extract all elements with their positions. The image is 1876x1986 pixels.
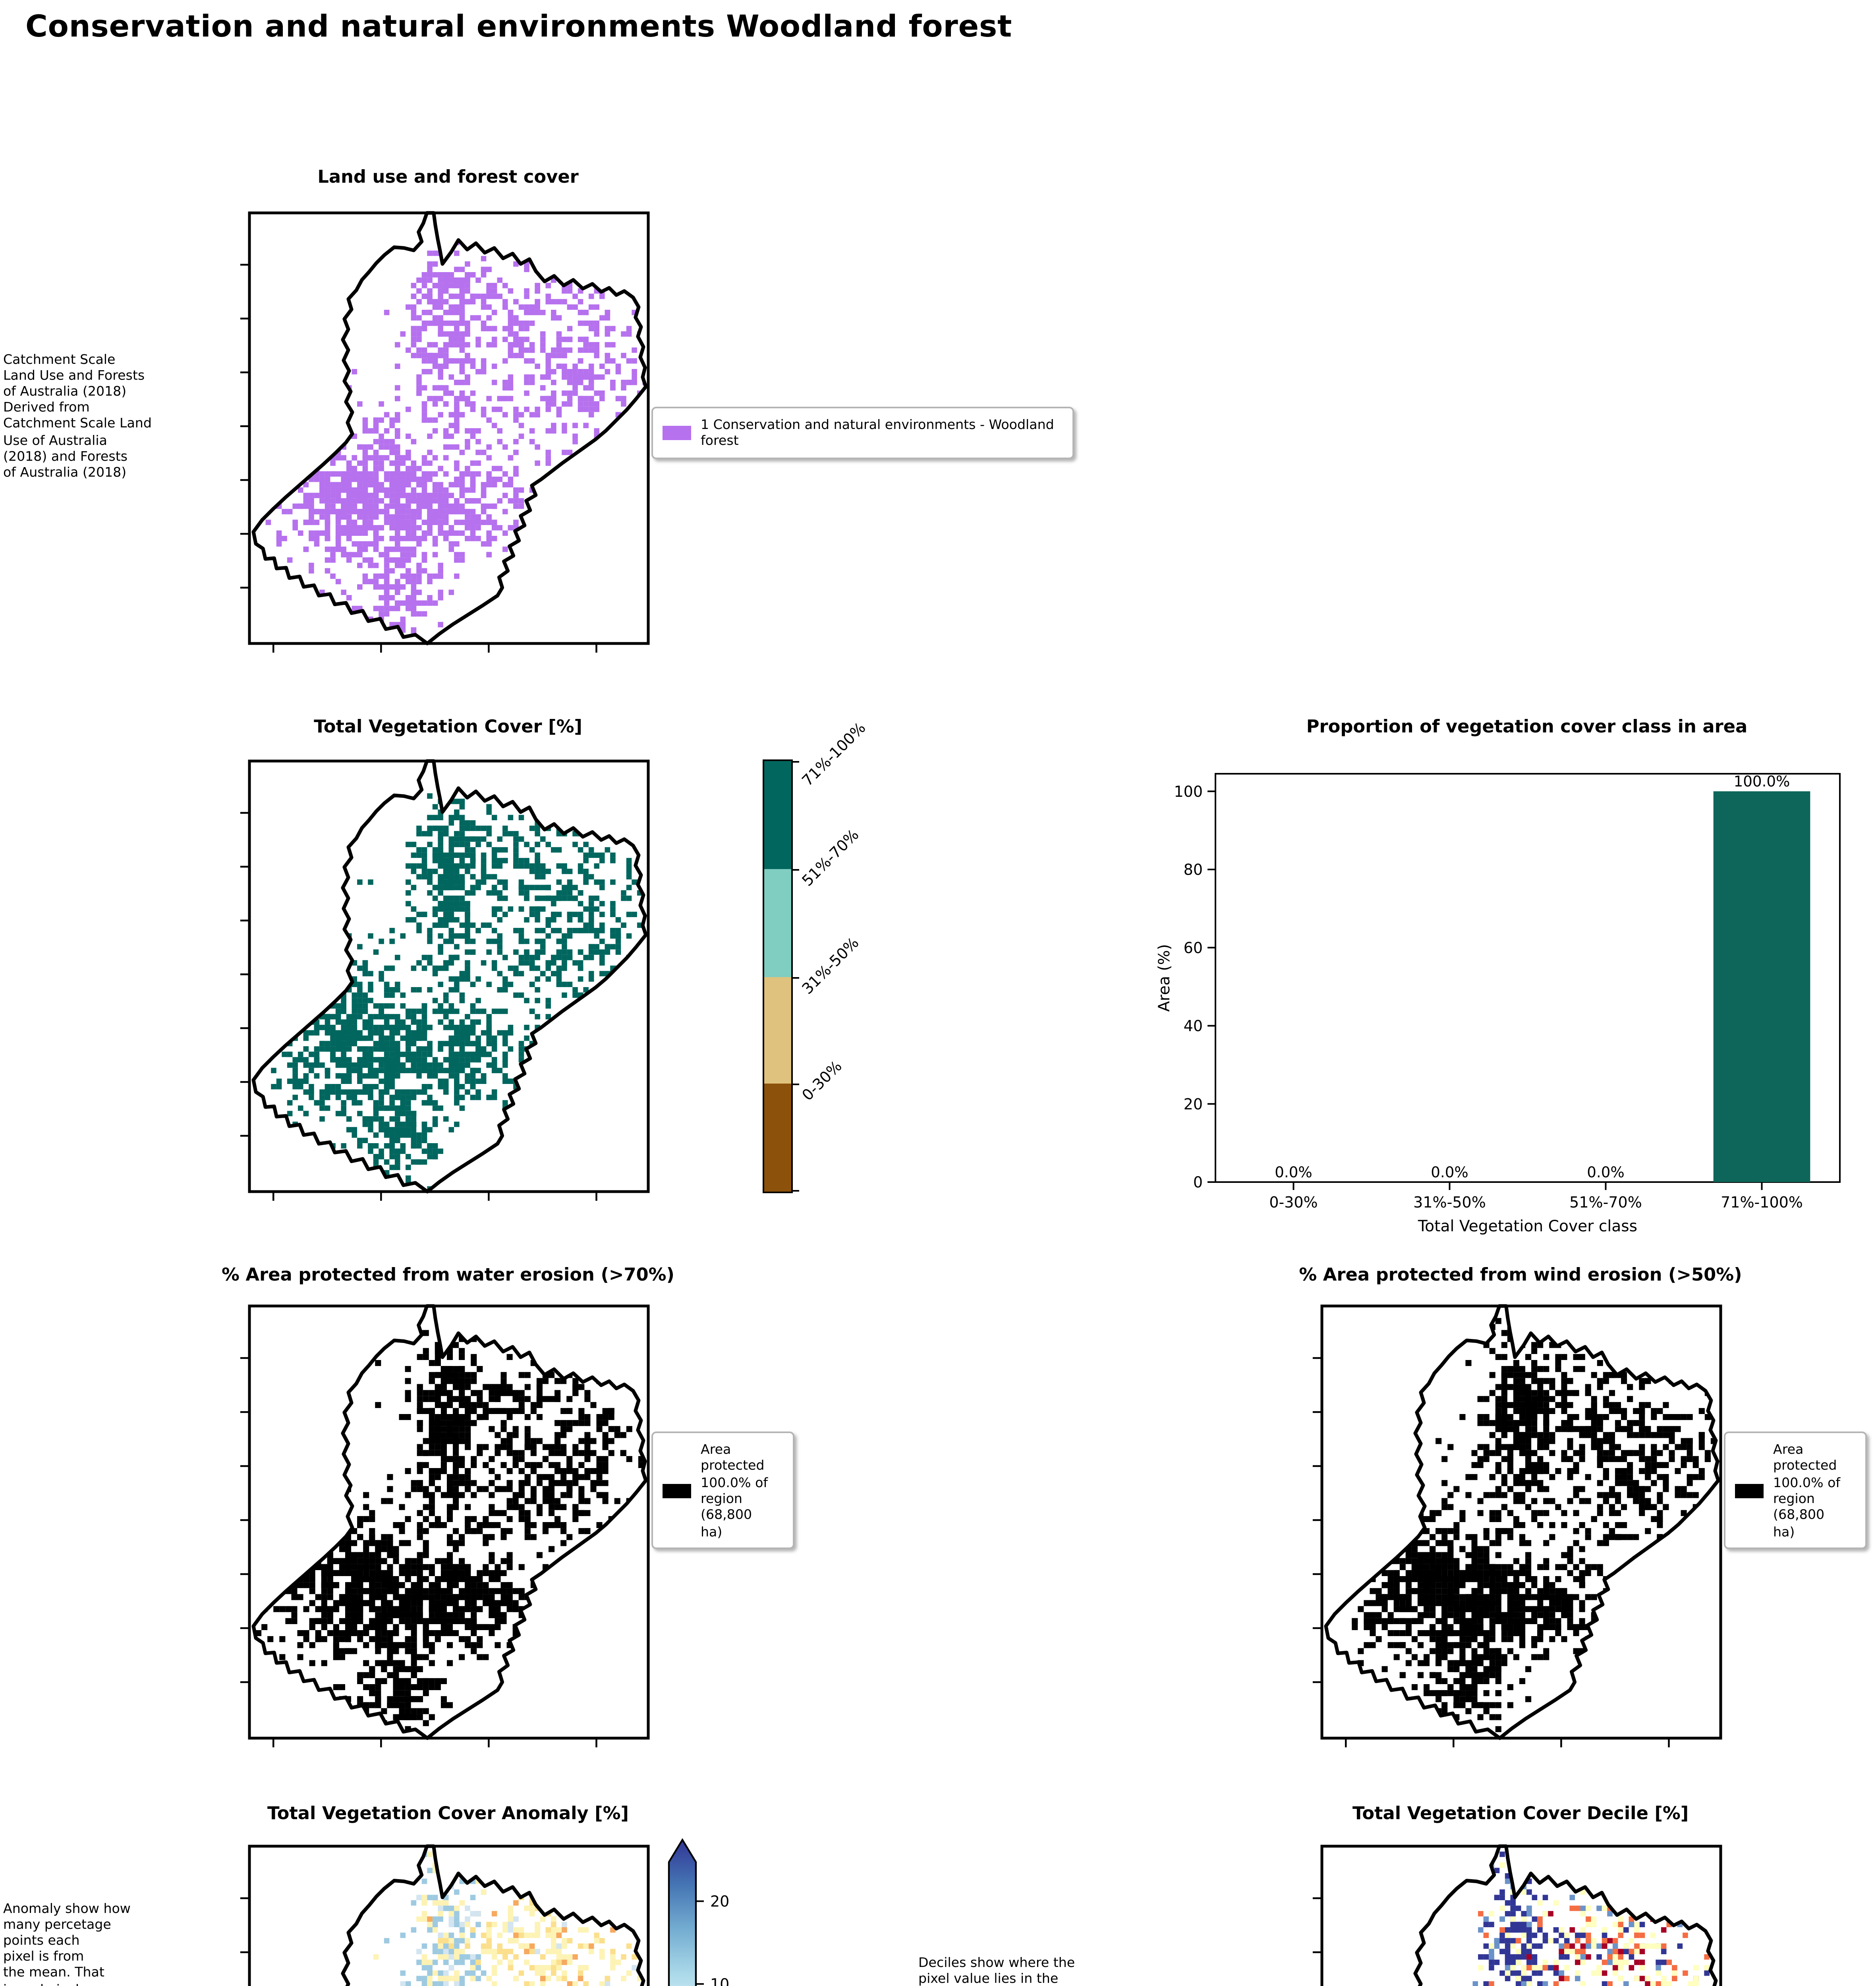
bar-chart-ytick: 0 <box>1193 1174 1203 1191</box>
landuse-map <box>240 211 650 653</box>
colorbar-tick <box>791 869 799 871</box>
bar-value-label: 0.0% <box>1587 1163 1624 1181</box>
bar-chart-xlabel: Total Vegetation Cover class <box>1418 1217 1637 1235</box>
wind-erosion-legend-label: Area protected 100.0% of region (68,800 … <box>1773 1441 1841 1540</box>
landuse-title: Land use and forest cover <box>317 167 579 187</box>
bar-value-label: 0.0% <box>1431 1163 1468 1181</box>
colorbar-segment <box>764 1084 791 1192</box>
colorbar-tick <box>791 1190 799 1192</box>
bar-chart-ylabel: Area (%) <box>1155 944 1173 1012</box>
wind-erosion-legend: Area protected 100.0% of region (68,800 … <box>1724 1432 1867 1549</box>
bar-chart-ytick: 100 <box>1174 783 1203 800</box>
colorbar-segment <box>764 869 791 976</box>
wind-erosion-title: % Area protected from wind erosion (>50%… <box>1299 1265 1742 1285</box>
bar-chart-category: 51%-70% <box>1569 1194 1642 1211</box>
anomaly-explainer: Anomaly show how many percetage points e… <box>3 1900 131 1986</box>
landuse-legend-swatch <box>663 425 691 440</box>
vegcover-map <box>240 759 650 1201</box>
page-title: Conservation and natural environments Wo… <box>25 10 1012 44</box>
water-erosion-legend-swatch <box>663 1483 691 1498</box>
water-erosion-map <box>240 1304 650 1748</box>
bar-chart-ytick: 60 <box>1184 939 1203 956</box>
colorbar-label: 71%-100% <box>799 720 870 791</box>
vegcover-title: Total Vegetation Cover [%] <box>314 717 582 737</box>
wind-erosion-legend-swatch <box>1735 1483 1764 1498</box>
water-erosion-title: % Area protected from water erosion (>70… <box>222 1265 674 1285</box>
anomaly-colorbar: 20100−10−20 <box>668 1838 729 1986</box>
landuse-legend: 1 Conservation and natural environments … <box>651 407 1074 459</box>
water-erosion-legend: Area protected 100.0% of region (68,800 … <box>651 1432 794 1549</box>
colorbar-segment <box>764 761 791 869</box>
bar-chart-ytick: 80 <box>1184 861 1203 879</box>
colorbar-segment <box>764 976 791 1084</box>
bar-chart-ytick: 20 <box>1184 1095 1203 1113</box>
bar-value-label: 0.0% <box>1275 1163 1312 1181</box>
landuse-legend-label: 1 Conservation and natural environments … <box>701 416 1054 449</box>
proportion-chart-title: Proportion of vegetation cover class in … <box>1306 717 1748 737</box>
colorbar-label: 0-30% <box>799 1058 846 1105</box>
decile-explainer: Deciles show where the pixel value lies … <box>918 1954 1075 1986</box>
decile-map <box>1312 1844 1722 1986</box>
decile-title: Total Vegetation Cover Decile [%] <box>1352 1803 1689 1824</box>
anomaly-map <box>240 1844 650 1986</box>
vegcover-colorbar: 71%-100% 51%-70% 31%-50% 0-30% <box>763 721 939 1193</box>
landuse-source-note: Catchment Scale Land Use and Forests of … <box>3 351 152 480</box>
bar-chart-category: 71%-100% <box>1721 1194 1803 1211</box>
proportion-bar-chart: 0 20 40 60 80 100 0-30% 0.0% 31%-50% 0.0% 51%-70% 0… <box>1155 773 1841 1235</box>
bar-chart-ytick: 40 <box>1184 1017 1203 1035</box>
colorbar-tick <box>791 976 799 978</box>
bar-value-label: 100.0% <box>1734 773 1790 790</box>
bar-chart-category: 31%-50% <box>1413 1194 1486 1211</box>
colorbar-frame <box>763 759 793 1193</box>
water-erosion-legend-label: Area protected 100.0% of region (68,800 … <box>701 1441 768 1540</box>
colorbar-tick <box>791 761 799 763</box>
colorbar-label: 51%-70% <box>799 826 863 890</box>
bar-chart-category: 0-30% <box>1269 1194 1318 1211</box>
anomaly-title: Total Vegetation Cover Anomaly [%] <box>267 1803 629 1824</box>
wind-erosion-map <box>1312 1304 1722 1748</box>
anomaly-colorbar-tick-label: 20 <box>710 1893 729 1910</box>
colorbar-tick <box>791 1084 799 1086</box>
anomaly-colorbar-tick-label: 10 <box>710 1975 729 1986</box>
colorbar-label: 31%-50% <box>799 934 863 998</box>
